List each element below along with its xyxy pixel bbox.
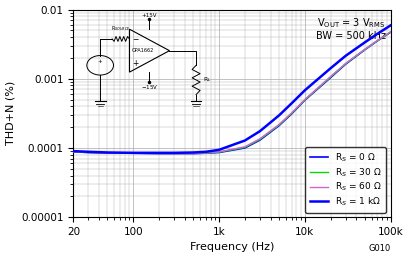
R$_S$ = 0 Ω [375, 39, 380, 43]
R$_S$ = 30 Ω [191, 152, 196, 155]
R$_S$ = 1 kΩ [276, 114, 281, 117]
R$_S$ = 60 Ω [86, 151, 91, 154]
R$_S$ = 60 Ω [157, 152, 162, 155]
R$_S$ = 0 Ω [343, 62, 348, 66]
R$_S$ = 1 kΩ [289, 102, 294, 105]
R$_S$ = 0 Ω [217, 151, 222, 154]
R$_S$ = 60 Ω [172, 152, 177, 155]
R$_S$ = 1 kΩ [105, 151, 110, 154]
Text: G010: G010 [369, 244, 391, 253]
R$_S$ = 60 Ω [191, 152, 196, 155]
R$_S$ = 0 Ω [105, 151, 110, 154]
R$_S$ = 60 Ω [362, 48, 367, 51]
R$_S$ = 1 kΩ [258, 130, 263, 133]
R$_S$ = 60 Ω [71, 150, 76, 153]
R$_S$ = 30 Ω [71, 150, 76, 153]
Text: V$_{\mathregular{OUT}}$ = 3 V$_{\mathregular{RMS}}$
BW = 500 kHz: V$_{\mathregular{OUT}}$ = 3 V$_{\mathreg… [316, 16, 386, 41]
R$_S$ = 30 Ω [388, 30, 393, 34]
Y-axis label: THD+N (%): THD+N (%) [6, 81, 16, 146]
R$_S$ = 60 Ω [217, 150, 222, 153]
R$_S$ = 0 Ω [276, 124, 281, 127]
R$_S$ = 0 Ω [203, 152, 208, 155]
R$_S$ = 0 Ω [172, 152, 177, 155]
R$_S$ = 1 kΩ [302, 89, 307, 92]
R$_S$ = 30 Ω [86, 151, 91, 154]
Line: R$_S$ = 0 Ω: R$_S$ = 0 Ω [73, 32, 391, 154]
R$_S$ = 30 Ω [362, 48, 367, 51]
R$_S$ = 30 Ω [258, 138, 263, 141]
Line: R$_S$ = 1 kΩ: R$_S$ = 1 kΩ [73, 26, 391, 153]
X-axis label: Frequency (Hz): Frequency (Hz) [190, 243, 274, 252]
R$_S$ = 60 Ω [328, 75, 333, 78]
R$_S$ = 30 Ω [217, 151, 222, 154]
R$_S$ = 0 Ω [289, 112, 294, 116]
R$_S$ = 60 Ω [258, 137, 263, 140]
R$_S$ = 1 kΩ [243, 139, 247, 142]
R$_S$ = 60 Ω [302, 98, 307, 101]
R$_S$ = 30 Ω [328, 75, 333, 78]
Line: R$_S$ = 60 Ω: R$_S$ = 60 Ω [73, 32, 391, 154]
R$_S$ = 0 Ω [302, 99, 307, 102]
R$_S$ = 30 Ω [172, 152, 177, 155]
R$_S$ = 60 Ω [375, 39, 380, 42]
R$_S$ = 1 kΩ [191, 151, 196, 154]
R$_S$ = 0 Ω [131, 152, 136, 155]
R$_S$ = 60 Ω [388, 30, 393, 34]
R$_S$ = 30 Ω [105, 151, 110, 154]
R$_S$ = 30 Ω [157, 152, 162, 155]
R$_S$ = 30 Ω [343, 62, 348, 65]
R$_S$ = 30 Ω [375, 39, 380, 42]
R$_S$ = 1 kΩ [375, 32, 380, 35]
R$_S$ = 30 Ω [203, 152, 208, 155]
R$_S$ = 60 Ω [343, 62, 348, 65]
R$_S$ = 0 Ω [328, 76, 333, 79]
R$_S$ = 60 Ω [289, 111, 294, 115]
R$_S$ = 30 Ω [243, 146, 247, 149]
R$_S$ = 60 Ω [276, 123, 281, 126]
R$_S$ = 1 kΩ [86, 150, 91, 153]
R$_S$ = 1 kΩ [388, 24, 393, 27]
R$_S$ = 1 kΩ [172, 151, 177, 154]
R$_S$ = 0 Ω [157, 152, 162, 155]
R$_S$ = 1 kΩ [362, 41, 367, 44]
R$_S$ = 0 Ω [388, 31, 393, 34]
R$_S$ = 0 Ω [243, 146, 247, 149]
R$_S$ = 1 kΩ [328, 67, 333, 70]
R$_S$ = 0 Ω [362, 48, 367, 51]
R$_S$ = 0 Ω [258, 139, 263, 142]
R$_S$ = 1 kΩ [157, 151, 162, 154]
R$_S$ = 30 Ω [276, 124, 281, 127]
R$_S$ = 60 Ω [203, 151, 208, 154]
R$_S$ = 1 kΩ [71, 150, 76, 153]
Legend: R$_S$ = 0 Ω, R$_S$ = 30 Ω, R$_S$ = 60 Ω, R$_S$ = 1 kΩ: R$_S$ = 0 Ω, R$_S$ = 30 Ω, R$_S$ = 60 Ω,… [305, 147, 386, 213]
R$_S$ = 30 Ω [131, 152, 136, 155]
R$_S$ = 60 Ω [105, 151, 110, 154]
R$_S$ = 0 Ω [86, 151, 91, 154]
R$_S$ = 30 Ω [302, 98, 307, 101]
R$_S$ = 1 kΩ [131, 151, 136, 154]
R$_S$ = 60 Ω [243, 145, 247, 148]
R$_S$ = 0 Ω [71, 150, 76, 153]
R$_S$ = 1 kΩ [203, 150, 208, 153]
R$_S$ = 60 Ω [131, 152, 136, 155]
Line: R$_S$ = 30 Ω: R$_S$ = 30 Ω [73, 32, 391, 154]
R$_S$ = 0 Ω [191, 152, 196, 155]
R$_S$ = 30 Ω [289, 112, 294, 115]
R$_S$ = 1 kΩ [343, 54, 348, 57]
R$_S$ = 1 kΩ [217, 148, 222, 151]
